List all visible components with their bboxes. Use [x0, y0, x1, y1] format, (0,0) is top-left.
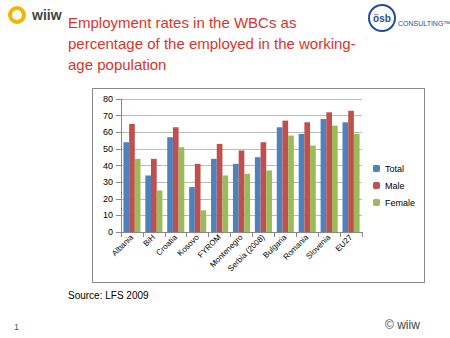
svg-text:Bulgaria: Bulgaria — [261, 232, 289, 260]
html-text:wiiw: wiiw — [32, 7, 62, 23]
svg-text:70: 70 — [103, 111, 113, 121]
svg-text:80: 80 — [103, 94, 113, 104]
svg-text:BiH: BiH — [142, 233, 158, 249]
svg-text:Romania: Romania — [281, 232, 311, 262]
html-text:Employment rates in the WBCs a: Employment rates in the WBCs as percenta… — [68, 14, 356, 73]
svg-text:Serbia (2008): Serbia (2008) — [226, 232, 267, 274]
svg-text:20: 20 — [103, 194, 113, 204]
svg-text:Female: Female — [385, 198, 415, 208]
html-text:CONSULTING™: CONSULTING™ — [398, 19, 450, 27]
svg-text:30: 30 — [103, 177, 113, 187]
svg-text:10: 10 — [103, 210, 113, 220]
svg-text:Montenegro: Montenegro — [208, 232, 245, 270]
svg-text:60: 60 — [103, 127, 113, 137]
html-text:ösb: ösb — [373, 12, 391, 24]
svg-text:Male: Male — [385, 181, 405, 191]
svg-text:Slovenia: Slovenia — [304, 232, 332, 260]
html-text:© wiiw: © wiiw — [385, 318, 420, 332]
svg-text:50: 50 — [103, 144, 113, 154]
svg-text:Croatia: Croatia — [154, 232, 179, 257]
svg-text:Kosovo: Kosovo — [175, 232, 201, 258]
svg-text:Total: Total — [385, 164, 404, 174]
svg-text:FYROM: FYROM — [196, 232, 223, 260]
html-text:1: 1 — [14, 322, 19, 332]
svg-text:0: 0 — [108, 227, 113, 237]
svg-text:40: 40 — [103, 161, 113, 171]
svg-text:EU27: EU27 — [334, 232, 355, 253]
svg-text:Albania: Albania — [110, 232, 136, 258]
html-text:Source: LFS 2009: Source: LFS 2009 — [68, 290, 149, 301]
